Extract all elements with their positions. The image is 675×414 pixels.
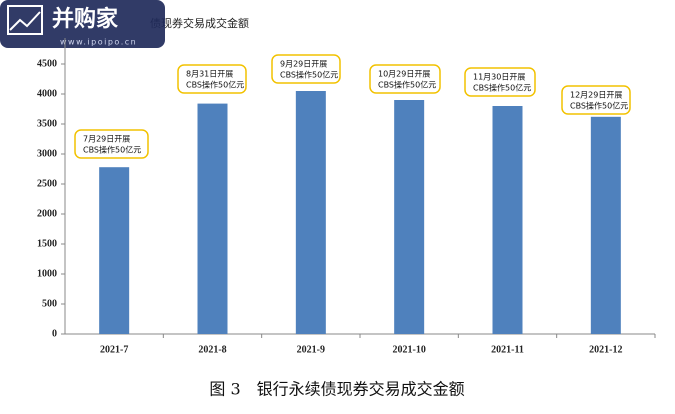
y-tick-label: 4000 (37, 88, 57, 99)
annotation: 7月29日开展 (83, 135, 130, 144)
annotation-box (369, 64, 441, 94)
bar (99, 167, 130, 334)
bar (197, 103, 228, 334)
watermark-name: 并购家 (52, 6, 119, 32)
annotation: CBS操作50亿元 (280, 70, 338, 80)
annotation: 8月31日开展 (186, 70, 233, 79)
annotation: CBS操作50亿元 (570, 101, 628, 111)
x-tick-label: 2021-10 (392, 344, 425, 355)
watermark-icon (7, 5, 43, 35)
x-tick-label: 2021-8 (198, 344, 226, 355)
x-tick-label: 2021-7 (100, 344, 128, 355)
bar (492, 106, 523, 334)
chart-title: 债现券交易成交金额 (150, 16, 249, 30)
annotation: 11月30日开展 (473, 73, 525, 82)
y-tick-label: 0 (52, 328, 57, 339)
watermark-icon-line (9, 11, 41, 31)
annotation: 10月29日开展 (378, 70, 430, 79)
annotation: 9月29日开展 (280, 60, 327, 69)
annotation: 12月29日开展 (570, 91, 622, 100)
y-tick-label: 500 (42, 298, 57, 309)
annotation-box (561, 85, 631, 115)
annotation-box (271, 54, 341, 84)
annotation-box (177, 64, 247, 94)
annotation: CBS操作50亿元 (378, 80, 436, 90)
annotation: CBS操作50亿元 (186, 80, 244, 90)
y-tick-label: 1000 (37, 268, 57, 279)
annotation: CBS操作50亿元 (83, 145, 141, 155)
y-tick-label: 2000 (37, 208, 57, 219)
bar (394, 100, 425, 334)
x-tick-label: 2021-11 (491, 344, 524, 355)
x-tick-label: 2021-12 (589, 344, 622, 355)
y-tick-label: 3000 (37, 148, 57, 159)
annotation: CBS操作50亿元 (473, 83, 531, 93)
watermark-url: www.ipoipo.cn (60, 38, 137, 47)
x-tick-label: 2021-9 (297, 344, 325, 355)
y-tick-label: 4500 (37, 58, 57, 69)
annotation-box (464, 67, 536, 97)
y-tick-label: 3500 (37, 118, 57, 129)
annotation-box (74, 129, 149, 159)
bar (590, 116, 621, 334)
caption: 图 3 银行永续债现券交易成交金额 (209, 380, 464, 399)
bar (295, 91, 326, 334)
y-tick-label: 2500 (37, 178, 57, 189)
y-tick-label: 1500 (37, 238, 57, 249)
